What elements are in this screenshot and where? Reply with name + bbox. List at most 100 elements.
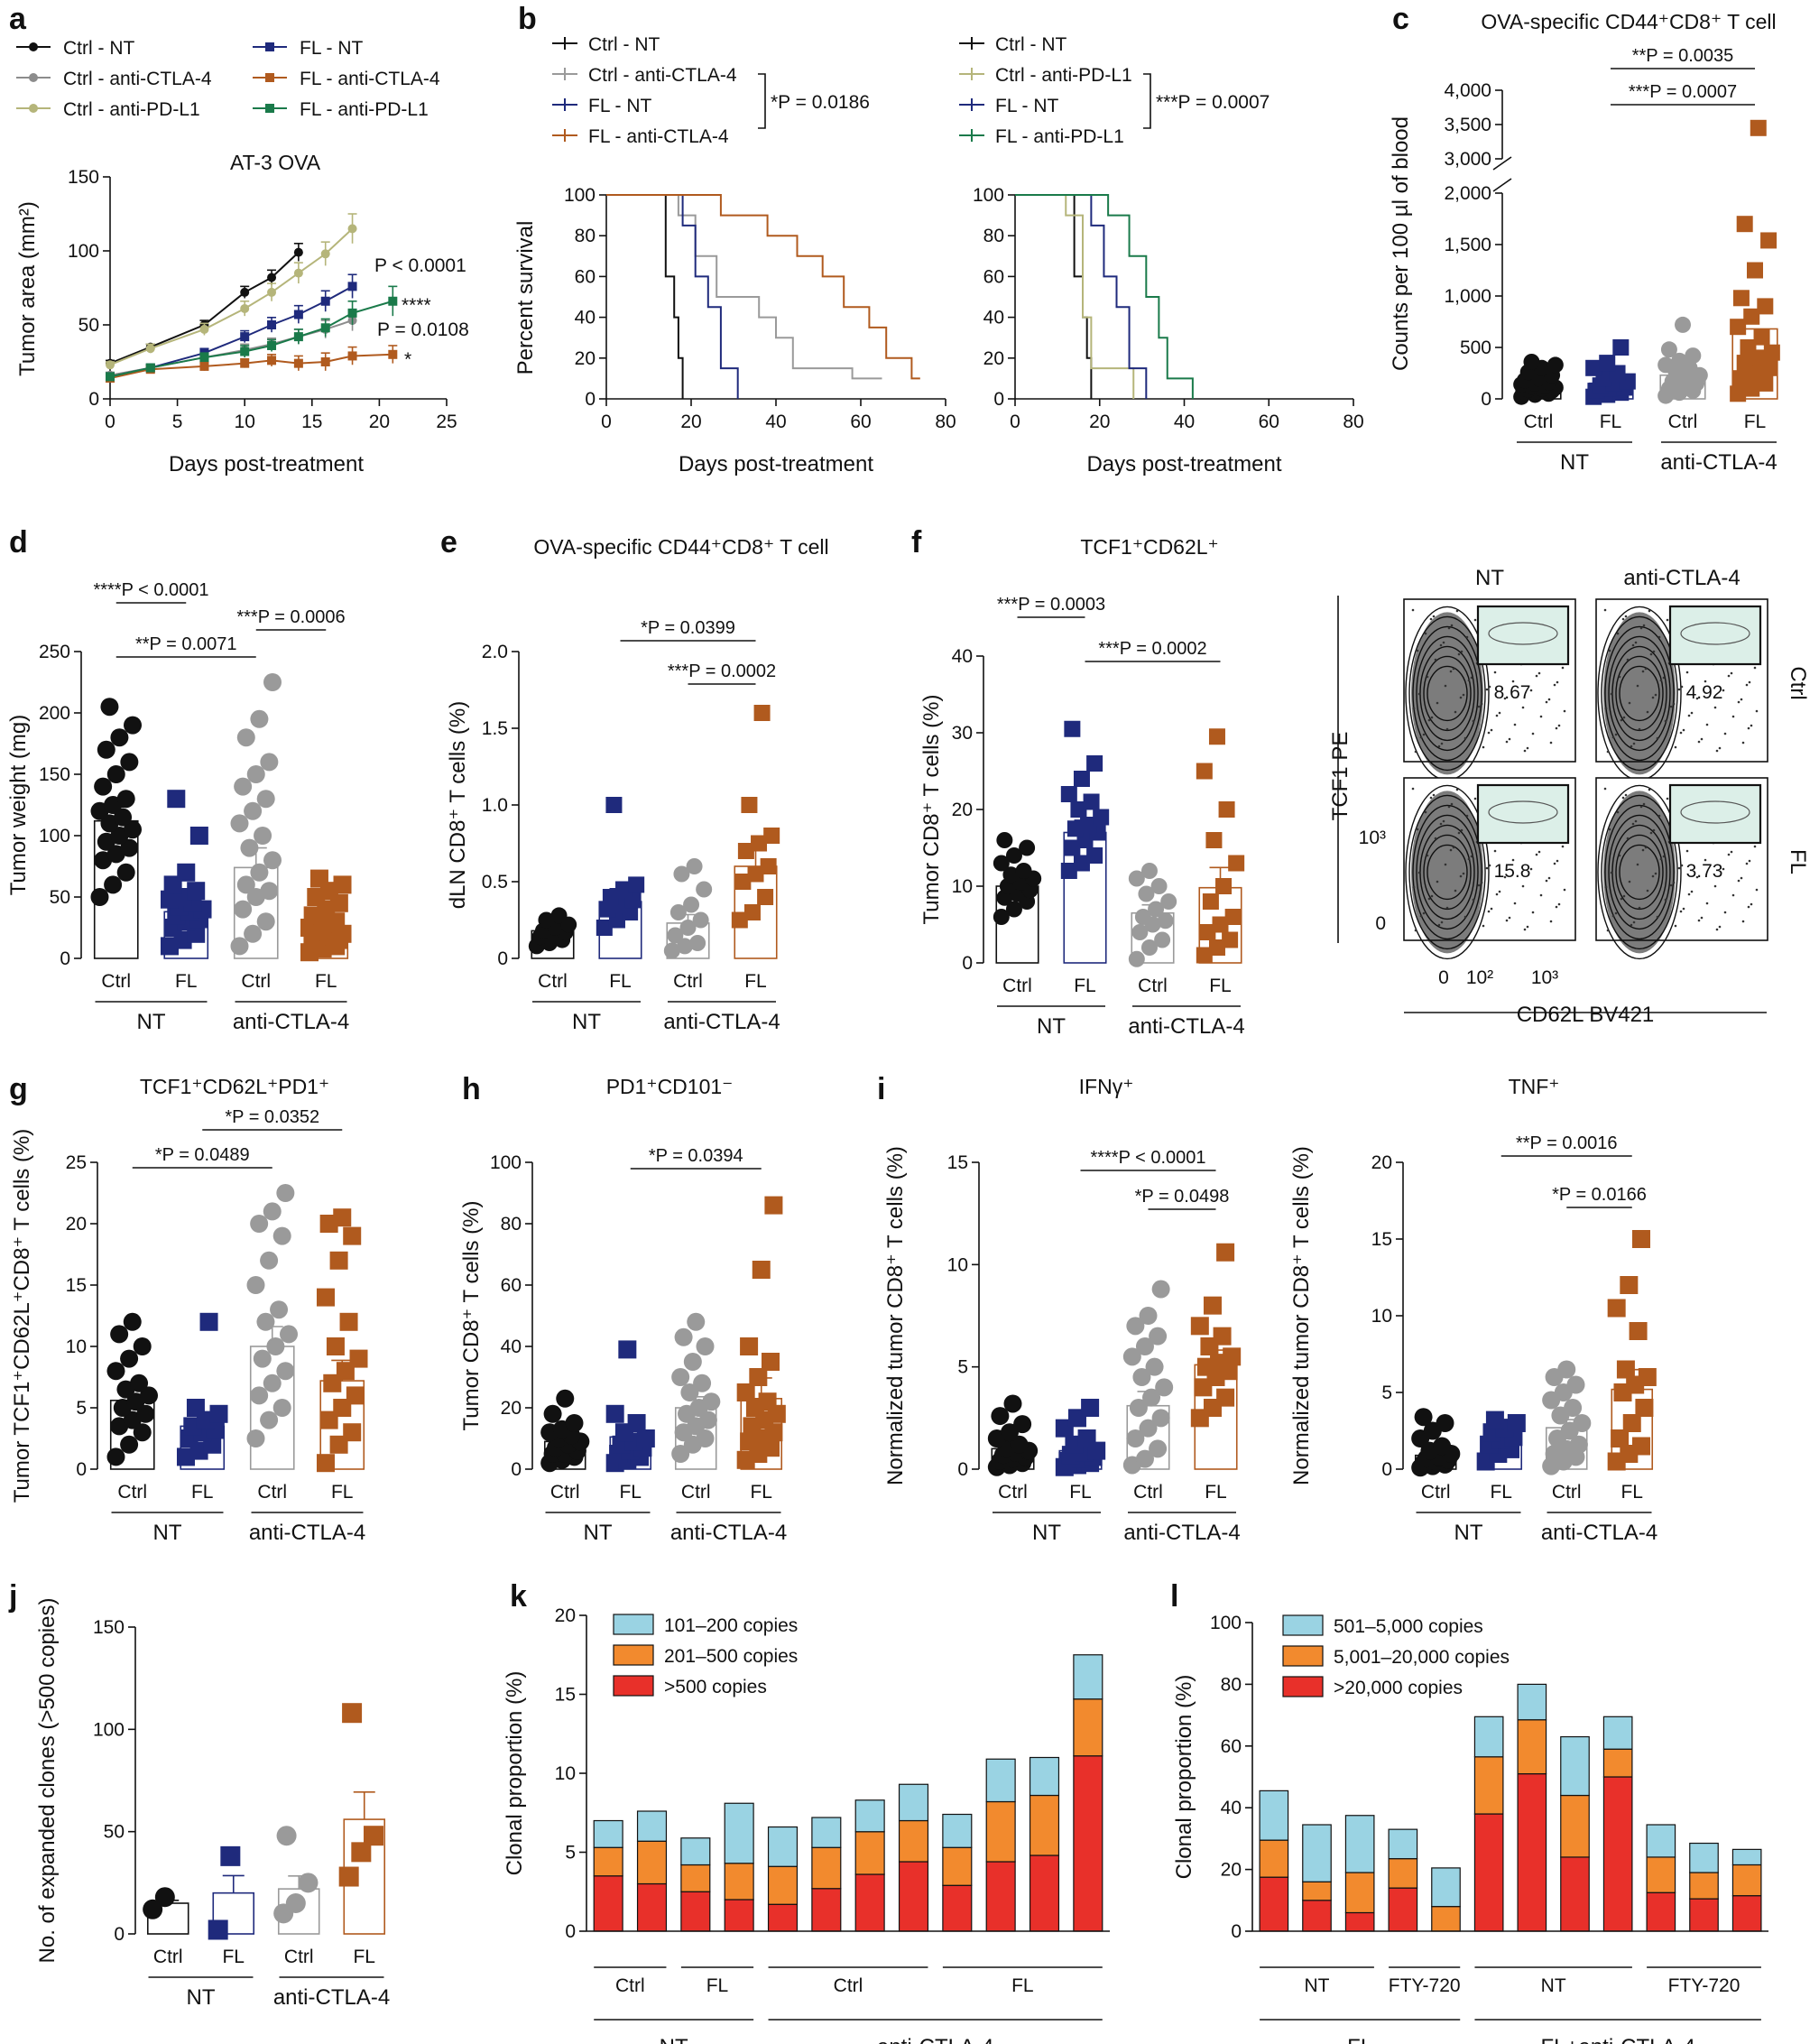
group-label: NT: [1541, 1975, 1566, 1996]
data-point: [209, 1404, 228, 1423]
data-point: [538, 911, 555, 929]
category-label: FL: [331, 1482, 354, 1503]
data-point: [991, 1407, 1010, 1426]
event-dot: [1557, 724, 1561, 727]
x-tick-label: 25: [436, 412, 457, 432]
bar-segment: [1073, 1654, 1103, 1700]
event-dot: [1731, 893, 1735, 897]
data-point: [1224, 909, 1242, 925]
event-dot: [1740, 698, 1743, 701]
p-value-label: *P = 0.0498: [1135, 1187, 1230, 1207]
data-point: [1573, 1414, 1592, 1432]
event-dot: [1472, 898, 1475, 902]
data-point: [100, 698, 119, 717]
event-dot: [1473, 618, 1477, 622]
survival-curve: [1015, 194, 1135, 399]
category-label: Ctrl: [1524, 412, 1554, 432]
panel-letter-h: h: [462, 1072, 481, 1106]
gate-contour: [1680, 800, 1750, 824]
data-point: [752, 1261, 771, 1279]
event-dot: [1531, 732, 1535, 735]
event-dot: [1666, 618, 1669, 622]
event-dot: [1687, 714, 1691, 717]
event-dot: [1459, 874, 1463, 878]
event-dot: [1556, 859, 1559, 863]
group-label: NT: [584, 1521, 613, 1545]
event-dot: [1563, 888, 1566, 892]
event-dot: [1669, 883, 1673, 887]
data-point: [246, 765, 265, 783]
event-dot: [1523, 749, 1527, 753]
data-point: [993, 909, 1010, 925]
legend-marker: [29, 104, 38, 113]
data-point: [1149, 1327, 1168, 1346]
event-dot: [1638, 906, 1641, 910]
x-tick-label: 80: [1343, 412, 1363, 432]
chart-i1: 0 5 10 15 Normalized tumor CD8⁺ T cells (%) I…: [883, 1075, 1242, 1545]
y-axis-label: Percent survival: [513, 221, 538, 375]
data-point: [240, 347, 250, 356]
event-dot: [1639, 626, 1643, 630]
event-dot: [1482, 745, 1485, 749]
category-label: FL: [609, 971, 632, 992]
y-tick-label: 25: [66, 1152, 87, 1173]
bar-segment: [1646, 1856, 1676, 1893]
bar-segment: [1431, 1867, 1461, 1908]
y-tick-label: 5: [76, 1398, 87, 1419]
legend-label: Ctrl - anti-PD-L1: [995, 65, 1132, 86]
event-dot: [1657, 635, 1661, 639]
event-dot: [1715, 749, 1719, 753]
event-dot: [1685, 671, 1689, 674]
event-dot: [1603, 787, 1607, 791]
y-tick-label: 0: [1375, 913, 1386, 934]
event-dot: [1455, 609, 1459, 613]
event-dot: [1547, 698, 1551, 701]
event-dot: [1429, 617, 1433, 621]
data-point: [1635, 1399, 1654, 1417]
event-dot: [1622, 716, 1626, 719]
event-dot: [1535, 674, 1538, 678]
data-point: [1212, 916, 1229, 933]
data-point: [1657, 356, 1675, 374]
y-tick-label: 10: [947, 1254, 968, 1275]
event-dot: [1467, 679, 1471, 682]
data-point: [244, 924, 263, 943]
chart-title: OVA-specific CD44⁺CD8⁺ T cell: [1481, 10, 1776, 33]
data-point: [276, 1826, 297, 1846]
event-dot: [1487, 910, 1491, 913]
data-point: [731, 911, 748, 929]
data-point: [1585, 359, 1602, 376]
legend-label: Ctrl - NT: [63, 38, 134, 59]
group-label: FL: [1347, 2035, 1372, 2044]
data-point: [760, 858, 777, 874]
group-label: NT: [1560, 450, 1589, 475]
event-dot: [1664, 898, 1667, 902]
column-label: NT: [1475, 566, 1504, 590]
group-label: NT: [137, 1010, 166, 1034]
p-value-label: ***P = 0.0002: [1098, 639, 1206, 659]
data-point: [1060, 786, 1077, 802]
y-tick-label: 3,000: [1444, 149, 1491, 170]
data-point: [1763, 344, 1780, 361]
event-dot: [1495, 893, 1499, 896]
event-dot: [1426, 854, 1429, 857]
event-dot: [1626, 658, 1630, 661]
data-point: [256, 912, 275, 931]
data-point: [167, 790, 186, 809]
event-dot: [1624, 615, 1628, 618]
bar-segment: [1646, 1824, 1676, 1858]
y-tick-label: 20: [1221, 1860, 1242, 1881]
event-dot: [1659, 857, 1663, 861]
bar-segment: [1689, 1872, 1719, 1900]
event-dot: [1422, 911, 1426, 915]
legend-swatch: [1282, 1614, 1324, 1636]
event-dot: [1608, 649, 1611, 652]
event-dot: [1419, 914, 1423, 918]
x-tick-label: 20: [680, 412, 701, 432]
data-point: [186, 1399, 205, 1417]
y-tick-label: 250: [39, 642, 70, 662]
chart-b2: 0 20 40 60 80 100 0 20 40 60 80 Days post-treatment…: [959, 34, 1364, 476]
event-dot: [1503, 697, 1507, 700]
y-axis-label: Clonal proportion (%): [503, 1671, 527, 1876]
gate-box: [1476, 783, 1570, 845]
